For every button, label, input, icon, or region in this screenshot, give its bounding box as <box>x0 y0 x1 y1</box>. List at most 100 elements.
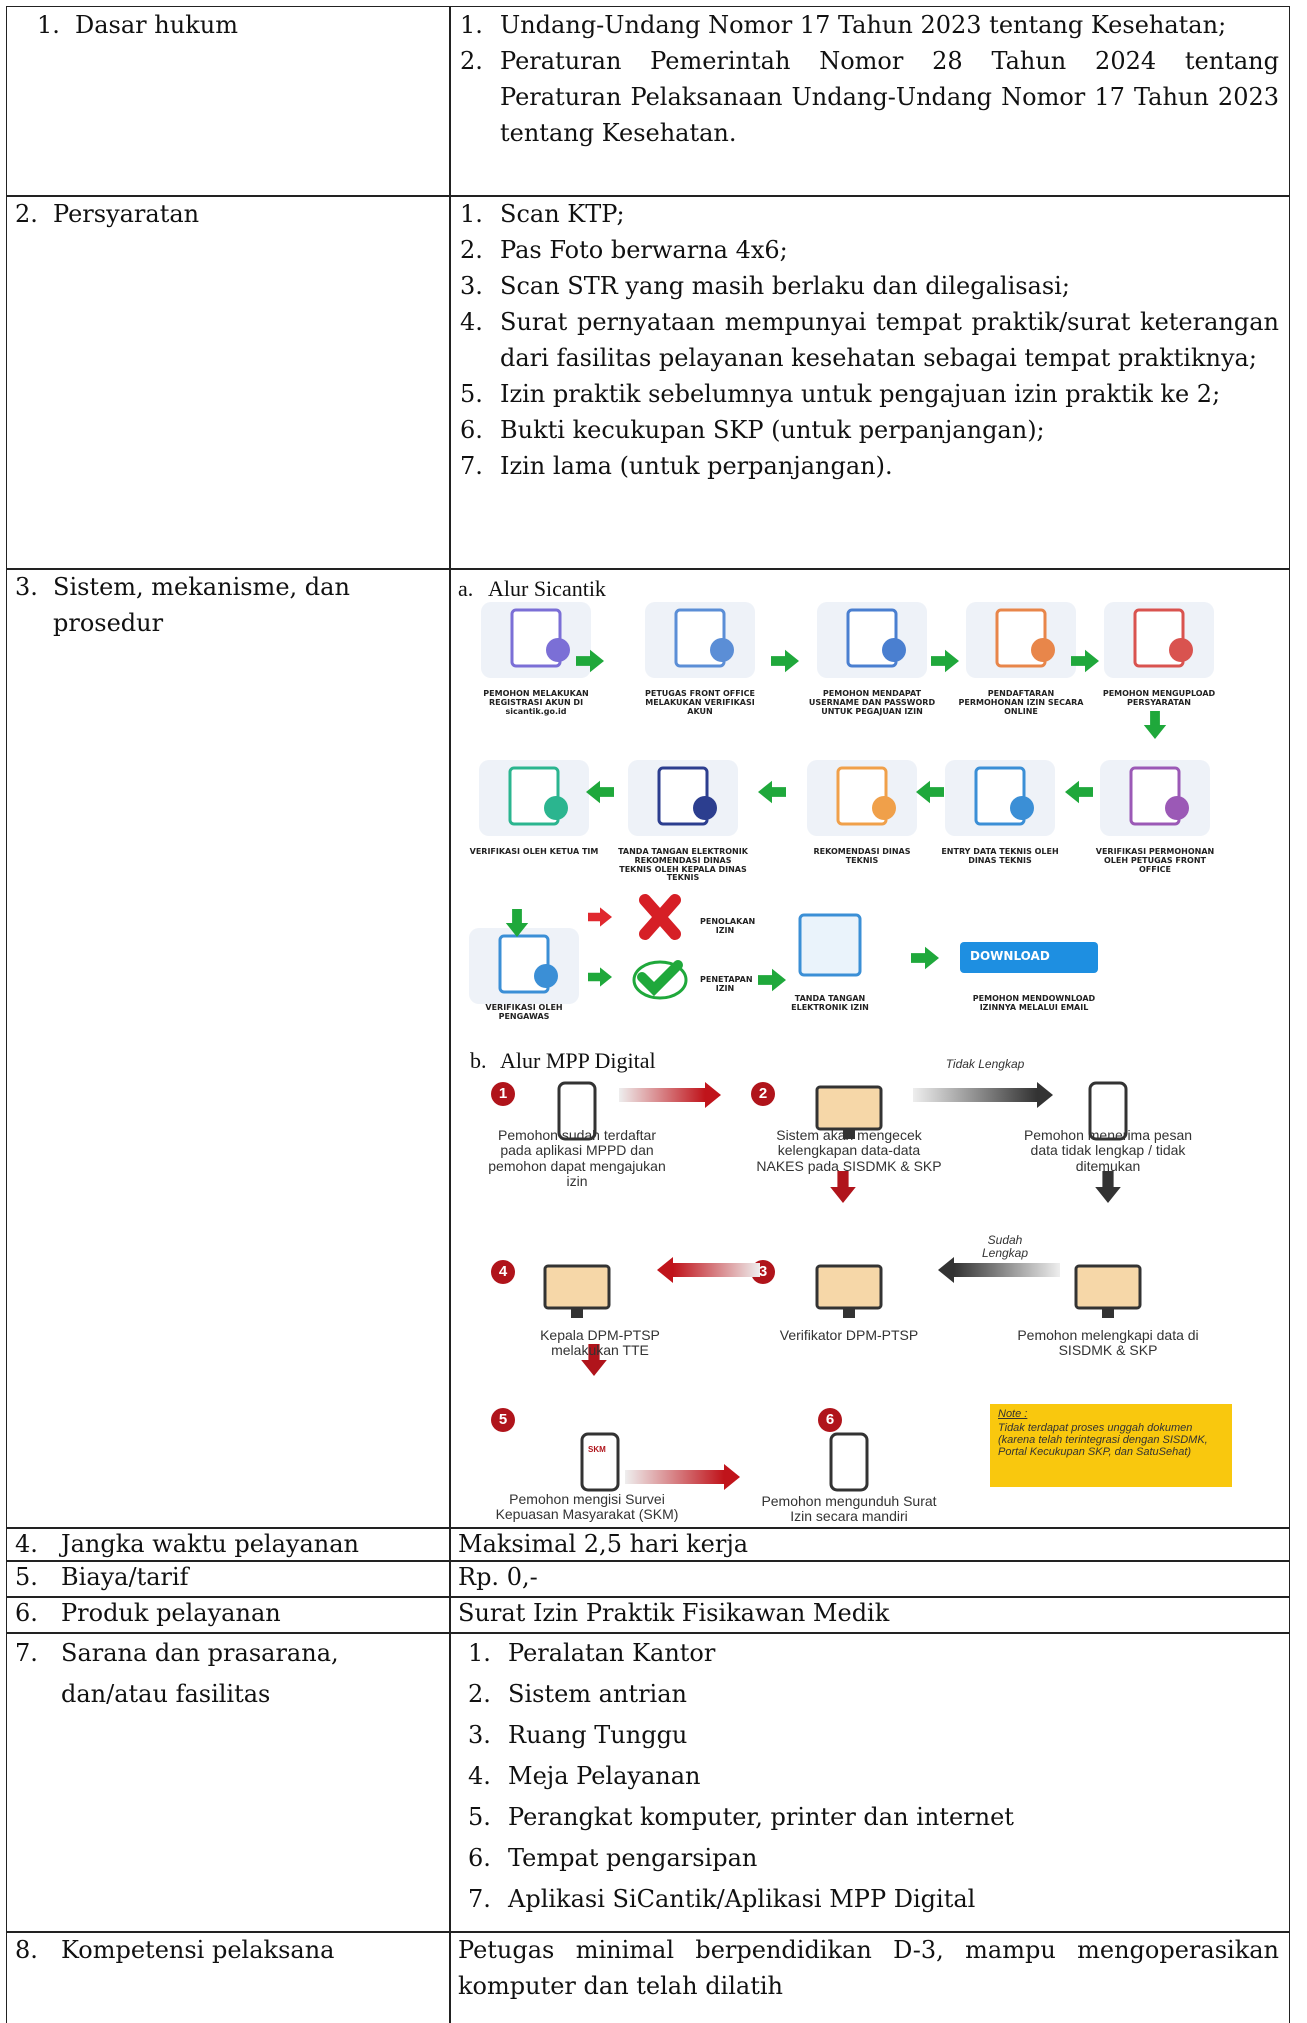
flow-head <box>657 1257 673 1283</box>
branch-label: Tidak Lengkap <box>945 1057 1025 1071</box>
content-cell: Maksimal 2,5 hari kerja <box>449 1527 1290 1562</box>
row-text: Rp. 0,- <box>458 1563 538 1591</box>
monitor-stand <box>571 1308 583 1318</box>
step-label: PEMOHON MENDAPAT USERNAME DAN PASSWORD U… <box>808 689 936 716</box>
list-item: 2. Peraturan Pemerintah Nomor 28 Tahun 20… <box>460 43 1279 151</box>
row-number: 3. <box>15 573 38 601</box>
step-label: PEMOHON MENDOWNLOAD IZINNYA MELALUI EMAI… <box>972 994 1096 1012</box>
item-text: Peralatan Kantor <box>508 1639 716 1667</box>
flow-bar <box>625 1470 724 1484</box>
flow-arrow <box>1143 711 1167 739</box>
item-number: 6. <box>468 1844 491 1872</box>
item-number: 5. <box>468 1803 491 1831</box>
list-item: 7. Izin lama (untuk perpanjangan). <box>460 448 1279 484</box>
row-title: Produk pelayanan <box>61 1599 281 1627</box>
item-number: 2. <box>460 236 483 264</box>
row-label: 2. Persyaratan <box>15 196 444 232</box>
item-text: Scan KTP; <box>500 200 625 228</box>
label-cell: 8. Kompetensi pelaksana <box>6 1931 451 2023</box>
step-number: 5 <box>498 1411 508 1428</box>
row-title: Dasar hukum <box>75 11 238 39</box>
item-text: Scan STR yang masih berlaku dan dilegali… <box>500 272 1070 300</box>
list-item: 6. Tempat pengarsipan <box>460 1838 1279 1879</box>
item-text: Aplikasi SiCantik/Aplikasi MPP Digital <box>508 1885 976 1913</box>
download-label: DOWNLOAD <box>970 949 1050 963</box>
row-label: 8. Kompetensi pelaksana <box>15 1932 444 1968</box>
row-number: 2. <box>15 200 38 228</box>
step-label: PEMOHON MENGUPLOAD PERSYARATAN <box>1102 689 1216 707</box>
step-icon-figure <box>1010 796 1034 820</box>
flow-head <box>938 1257 954 1283</box>
flow-arrow <box>586 780 614 804</box>
list-item: 2. Sistem antrian <box>460 1674 1279 1715</box>
step-number-bg <box>491 1408 515 1432</box>
step-label: TANDA TANGAN ELEKTRONIK REKOMENDASI DINA… <box>618 847 748 883</box>
item-text: Ruang Tunggu <box>508 1721 688 1749</box>
flow-bar <box>619 1088 705 1102</box>
item-number: 4. <box>468 1762 491 1790</box>
item-number: 7. <box>460 452 483 480</box>
flow-bar <box>673 1263 760 1277</box>
flow-arrow <box>505 909 529 937</box>
row-label: 1. Dasar hukum <box>37 7 444 43</box>
row-number: 8. <box>15 1936 38 1964</box>
phone-icon <box>580 1432 620 1492</box>
step-number-bg <box>818 1408 842 1432</box>
flow-arrow <box>581 1344 607 1376</box>
row-title: Jangka waktu pelayanan <box>61 1530 359 1558</box>
step-text: Sistem akan mengecek kelengkapan data-da… <box>756 1127 942 1174</box>
download-button <box>960 942 1098 973</box>
step-icon-figure <box>546 638 570 662</box>
step-label: PENOLAKAN IZIN <box>700 917 756 935</box>
step-icon-figure <box>1031 638 1055 662</box>
list-item: 4. Meja Pelayanan <box>460 1756 1279 1797</box>
row-label: 7. Sarana dan prasarana, dan/atau fasilit… <box>15 1633 444 1715</box>
flow-bar <box>954 1263 1060 1277</box>
item-text: Bukti kecukupan SKP (untuk perpanjangan)… <box>500 416 1045 444</box>
list-item: 6. Bukti kecukupan SKP (untuk perpanjanga… <box>460 412 1279 448</box>
row-label: 3. Sistem, mekanisme, dan prosedur <box>15 569 444 641</box>
row-title: Biaya/tarif <box>61 1563 189 1591</box>
step-number: 3 <box>758 1263 768 1280</box>
item-number: 6. <box>460 416 483 444</box>
flow-head <box>705 1082 721 1108</box>
flow-bar <box>913 1088 1037 1102</box>
content-cell: Petugas minimal berpendidikan D-3, mampu… <box>449 1931 1290 2023</box>
flow-arrow <box>1071 649 1099 673</box>
flow-arrow <box>1095 1171 1121 1203</box>
note-text: Tidak terdapat proses unggah dokumen (ka… <box>998 1422 1208 1459</box>
list-item: 5. Izin praktik sebelumnya untuk pengajua… <box>460 376 1279 412</box>
step-icon-figure <box>534 964 558 988</box>
step-label: REKOMENDASI DINAS TEKNIS <box>813 847 911 865</box>
step-text: Pemohon sudah terdaftar pada aplikasi MP… <box>488 1127 666 1190</box>
item-text: Izin praktik sebelumnya untuk pengajuan … <box>500 380 1221 408</box>
row-label: 5. Biaya/tarif <box>15 1561 444 1593</box>
label-cell: 5. Biaya/tarif <box>6 1560 451 1598</box>
flow-arrow <box>588 907 612 927</box>
step-label: TANDA TANGAN ELEKTRONIK IZIN <box>791 994 869 1012</box>
list-item: 1. Undang-Undang Nomor 17 Tahun 2023 tent… <box>460 7 1279 43</box>
item-number: 1. <box>460 200 483 228</box>
step-label: ENTRY DATA TEKNIS OLEH DINAS TEKNIS <box>941 847 1059 865</box>
label-cell: 6. Produk pelayanan <box>6 1596 451 1634</box>
item-number: 1. <box>468 1639 491 1667</box>
label-cell: 1. Dasar hukum <box>6 6 451 197</box>
row-number: 7. <box>15 1639 38 1667</box>
flow-arrow <box>758 968 786 992</box>
note-title: Note : <box>998 1408 1028 1420</box>
row-text: Surat Izin Praktik Fisikawan Medik <box>458 1599 890 1627</box>
content-cell: Surat Izin Praktik Fisikawan Medik <box>449 1596 1290 1634</box>
list-item: 3. Scan STR yang masih berlaku dan dilega… <box>460 268 1279 304</box>
step-number-bg <box>491 1260 515 1284</box>
phone-icon <box>829 1432 869 1492</box>
flow-heading: Alur MPP Digital <box>500 1048 656 1073</box>
monitor-stand <box>1102 1308 1114 1318</box>
flow-head <box>724 1464 740 1490</box>
step-text: Pemohon mengunduh Surat Izin secara mand… <box>761 1493 937 1525</box>
row-label: 6. Produk pelayanan <box>15 1597 444 1629</box>
list-item: 3. Ruang Tunggu <box>460 1715 1279 1756</box>
row-number: 4. <box>15 1530 38 1558</box>
note-box <box>990 1404 1232 1487</box>
step-text: Kepala DPM-PTSP melakukan TTE <box>540 1327 660 1359</box>
